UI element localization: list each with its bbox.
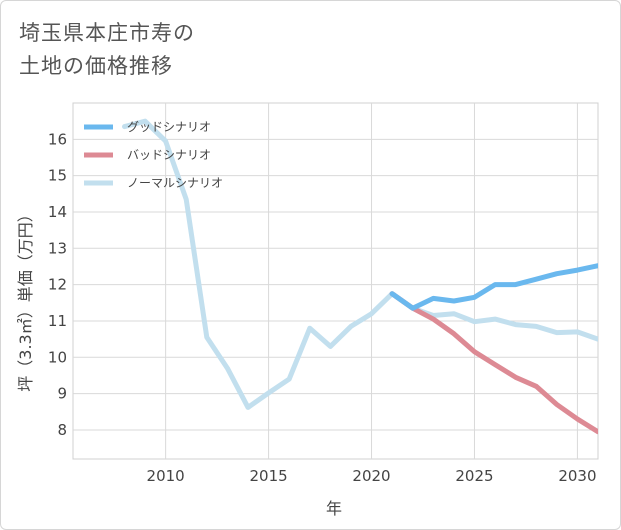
series-line-good bbox=[389, 263, 598, 311]
x-tick-label: 2025 bbox=[455, 467, 493, 485]
y-tick-label: 12 bbox=[48, 276, 67, 294]
legend-label-good: グッドシナリオ bbox=[127, 120, 211, 134]
y-tick-label: 14 bbox=[48, 203, 67, 221]
x-tick-label: 2020 bbox=[352, 467, 390, 485]
y-tick-label: 8 bbox=[57, 421, 67, 439]
grid bbox=[72, 102, 599, 460]
y-tick-label: 11 bbox=[48, 312, 67, 330]
y-tick-label: 9 bbox=[57, 385, 67, 403]
legend-label-normal: ノーマルシナリオ bbox=[127, 176, 223, 190]
series-lines bbox=[122, 118, 598, 435]
y-tick-label: 13 bbox=[48, 239, 67, 257]
x-axis-label: 年 bbox=[326, 499, 342, 518]
x-tick-label: 2030 bbox=[558, 467, 596, 485]
plot-frame bbox=[72, 102, 599, 460]
y-tick-label: 16 bbox=[48, 130, 67, 148]
y-tick-label: 10 bbox=[48, 348, 67, 366]
series-line-bad bbox=[389, 291, 598, 435]
y-axis-ticks: 8 9 10 11 12 13 14 15 16 bbox=[48, 130, 67, 439]
chart-title: 埼玉県本庄市寿の 土地の価格推移 bbox=[19, 21, 195, 78]
x-tick-label: 2015 bbox=[249, 467, 287, 485]
series-line-normal bbox=[122, 118, 598, 410]
x-tick-label: 2010 bbox=[147, 467, 185, 485]
legend-label-bad: バッドシナリオ bbox=[127, 148, 211, 162]
x-axis-ticks: 2010 2015 2020 2025 2030 bbox=[147, 467, 597, 485]
y-tick-label: 15 bbox=[48, 167, 67, 185]
y-axis-label: 坪（3.3㎡）単価（万円） bbox=[16, 206, 35, 391]
